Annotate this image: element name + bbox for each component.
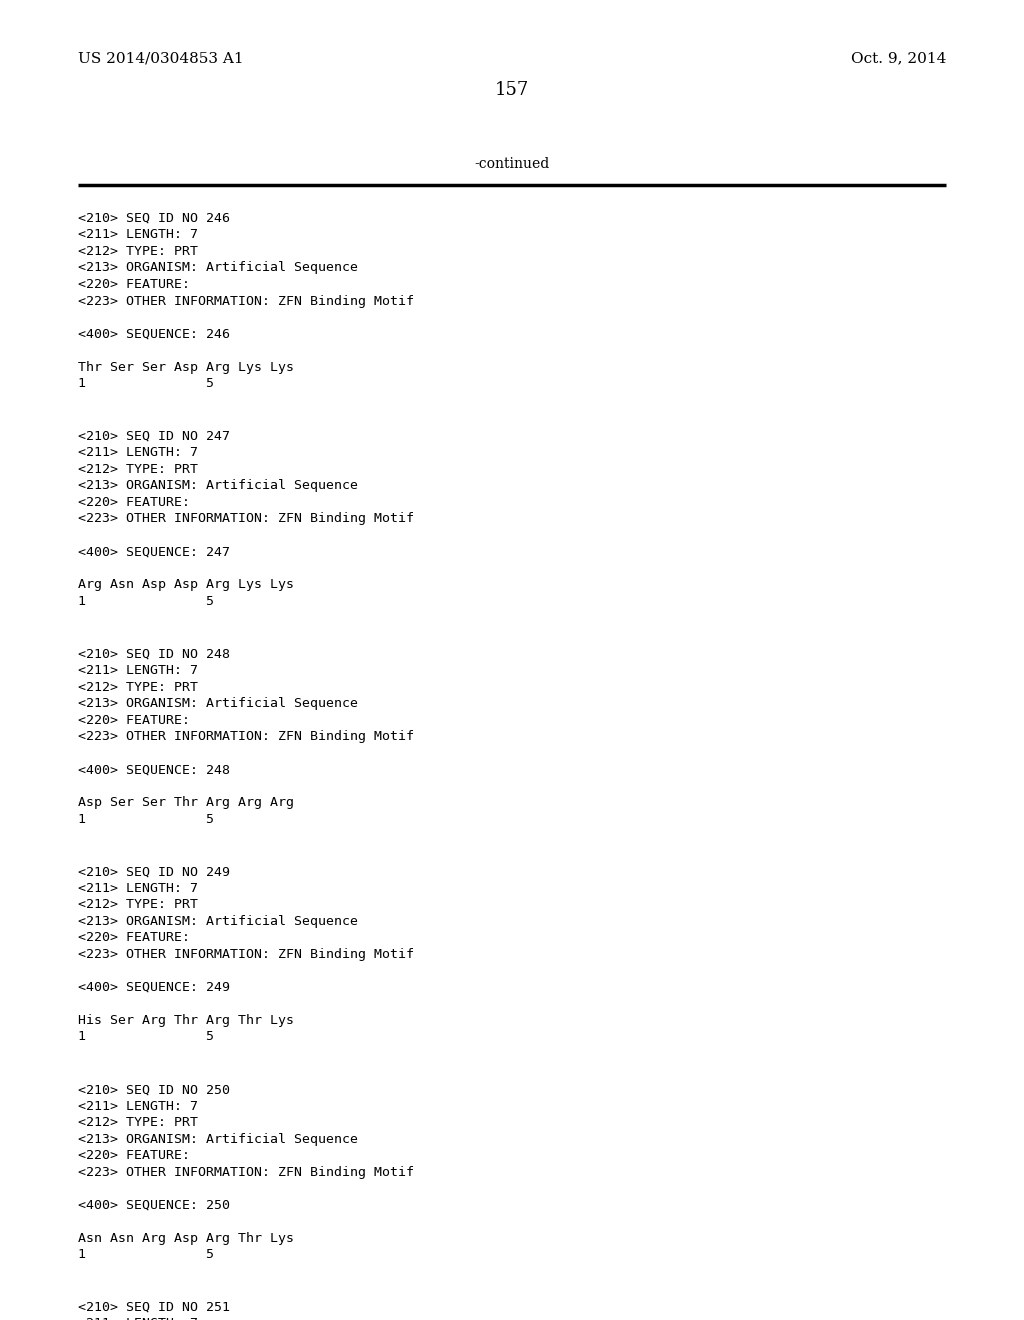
Text: <223> OTHER INFORMATION: ZFN Binding Motif: <223> OTHER INFORMATION: ZFN Binding Mot…: [78, 512, 414, 525]
Text: 157: 157: [495, 81, 529, 99]
Text: <211> LENGTH: 7: <211> LENGTH: 7: [78, 1317, 198, 1320]
Text: <210> SEQ ID NO 249: <210> SEQ ID NO 249: [78, 866, 230, 878]
Text: <211> LENGTH: 7: <211> LENGTH: 7: [78, 1100, 198, 1113]
Text: <212> TYPE: PRT: <212> TYPE: PRT: [78, 899, 198, 911]
Text: <211> LENGTH: 7: <211> LENGTH: 7: [78, 664, 198, 677]
Text: <220> FEATURE:: <220> FEATURE:: [78, 932, 190, 944]
Text: <400> SEQUENCE: 248: <400> SEQUENCE: 248: [78, 763, 230, 776]
Text: <400> SEQUENCE: 246: <400> SEQUENCE: 246: [78, 327, 230, 341]
Text: <223> OTHER INFORMATION: ZFN Binding Motif: <223> OTHER INFORMATION: ZFN Binding Mot…: [78, 1166, 414, 1179]
Text: US 2014/0304853 A1: US 2014/0304853 A1: [78, 51, 244, 65]
Text: 1               5: 1 5: [78, 1031, 214, 1043]
Text: <220> FEATURE:: <220> FEATURE:: [78, 1150, 190, 1162]
Text: <212> TYPE: PRT: <212> TYPE: PRT: [78, 681, 198, 693]
Text: -continued: -continued: [474, 157, 550, 172]
Text: <210> SEQ ID NO 247: <210> SEQ ID NO 247: [78, 430, 230, 442]
Text: <223> OTHER INFORMATION: ZFN Binding Motif: <223> OTHER INFORMATION: ZFN Binding Mot…: [78, 294, 414, 308]
Text: 1               5: 1 5: [78, 813, 214, 825]
Text: <213> ORGANISM: Artificial Sequence: <213> ORGANISM: Artificial Sequence: [78, 261, 358, 275]
Text: 1               5: 1 5: [78, 378, 214, 389]
Text: <213> ORGANISM: Artificial Sequence: <213> ORGANISM: Artificial Sequence: [78, 915, 358, 928]
Text: Arg Asn Asp Asp Arg Lys Lys: Arg Asn Asp Asp Arg Lys Lys: [78, 578, 294, 591]
Text: <212> TYPE: PRT: <212> TYPE: PRT: [78, 1117, 198, 1129]
Text: <213> ORGANISM: Artificial Sequence: <213> ORGANISM: Artificial Sequence: [78, 1133, 358, 1146]
Text: <220> FEATURE:: <220> FEATURE:: [78, 714, 190, 726]
Text: <212> TYPE: PRT: <212> TYPE: PRT: [78, 463, 198, 475]
Text: <223> OTHER INFORMATION: ZFN Binding Motif: <223> OTHER INFORMATION: ZFN Binding Mot…: [78, 948, 414, 961]
Text: 1               5: 1 5: [78, 595, 214, 607]
Text: <223> OTHER INFORMATION: ZFN Binding Motif: <223> OTHER INFORMATION: ZFN Binding Mot…: [78, 730, 414, 743]
Text: <210> SEQ ID NO 248: <210> SEQ ID NO 248: [78, 648, 230, 660]
Text: <211> LENGTH: 7: <211> LENGTH: 7: [78, 228, 198, 242]
Text: <210> SEQ ID NO 250: <210> SEQ ID NO 250: [78, 1084, 230, 1096]
Text: <400> SEQUENCE: 247: <400> SEQUENCE: 247: [78, 545, 230, 558]
Text: <220> FEATURE:: <220> FEATURE:: [78, 279, 190, 290]
Text: <210> SEQ ID NO 251: <210> SEQ ID NO 251: [78, 1302, 230, 1313]
Text: <212> TYPE: PRT: <212> TYPE: PRT: [78, 246, 198, 257]
Text: <210> SEQ ID NO 246: <210> SEQ ID NO 246: [78, 213, 230, 224]
Text: Thr Ser Ser Asp Arg Lys Lys: Thr Ser Ser Asp Arg Lys Lys: [78, 360, 294, 374]
Text: Asp Ser Ser Thr Arg Arg Arg: Asp Ser Ser Thr Arg Arg Arg: [78, 796, 294, 809]
Text: <211> LENGTH: 7: <211> LENGTH: 7: [78, 882, 198, 895]
Text: His Ser Arg Thr Arg Thr Lys: His Ser Arg Thr Arg Thr Lys: [78, 1014, 294, 1027]
Text: Oct. 9, 2014: Oct. 9, 2014: [851, 51, 946, 65]
Text: Asn Asn Arg Asp Arg Thr Lys: Asn Asn Arg Asp Arg Thr Lys: [78, 1232, 294, 1245]
Text: <213> ORGANISM: Artificial Sequence: <213> ORGANISM: Artificial Sequence: [78, 479, 358, 492]
Text: <400> SEQUENCE: 250: <400> SEQUENCE: 250: [78, 1199, 230, 1212]
Text: <400> SEQUENCE: 249: <400> SEQUENCE: 249: [78, 981, 230, 994]
Text: <211> LENGTH: 7: <211> LENGTH: 7: [78, 446, 198, 459]
Text: <213> ORGANISM: Artificial Sequence: <213> ORGANISM: Artificial Sequence: [78, 697, 358, 710]
Text: 1               5: 1 5: [78, 1249, 214, 1261]
Text: <220> FEATURE:: <220> FEATURE:: [78, 496, 190, 508]
